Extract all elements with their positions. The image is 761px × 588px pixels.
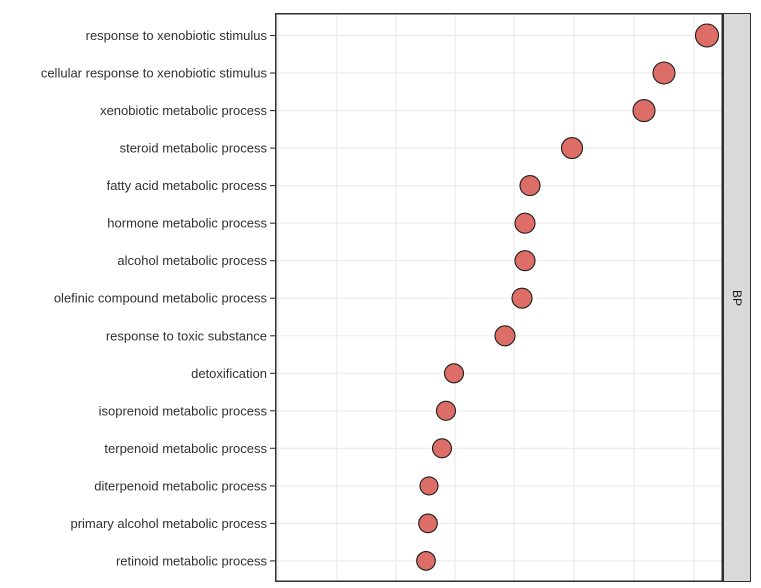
data-dot [514,250,536,272]
data-dot [652,61,676,85]
data-dot [511,287,533,309]
facet-strip-bp: BP [723,13,751,582]
data-dot [435,400,457,421]
y-axis-label: diterpenoid metabolic process [94,478,267,493]
data-dot [494,325,516,347]
panel-border [275,13,723,582]
y-axis-label: response to xenobiotic stimulus [86,28,268,43]
data-dot [419,476,439,496]
y-axis-label: olefinic compound metabolic process [54,291,268,306]
y-axis-label: alcohol metabolic process [117,253,267,268]
data-dot [443,363,465,384]
y-axis-label: steroid metabolic process [120,141,268,156]
y-axis-label: cellular response to xenobiotic stimulus [41,66,268,81]
y-axis-label: detoxification [191,366,267,381]
y-axis-label: retinoid metabolic process [116,553,268,568]
data-dot [560,137,584,160]
data-dot [431,438,453,459]
y-axis-label: hormone metabolic process [107,216,267,231]
y-axis-label: isoprenoid metabolic process [99,403,268,418]
data-dot [416,551,436,571]
data-dot [632,99,656,123]
data-dot [514,212,536,234]
facet-strip-label: BP [729,289,744,306]
y-axis-label: terpenoid metabolic process [104,441,267,456]
data-dot [694,23,720,48]
panel-background [275,13,723,582]
data-dot [418,513,438,534]
y-axis-label: fatty acid metabolic process [107,178,268,193]
y-axis-label: xenobiotic metabolic process [100,103,267,118]
y-axis-label: response to toxic substance [106,328,267,343]
data-dot [519,175,541,197]
y-axis-label: primary alcohol metabolic process [70,516,267,531]
